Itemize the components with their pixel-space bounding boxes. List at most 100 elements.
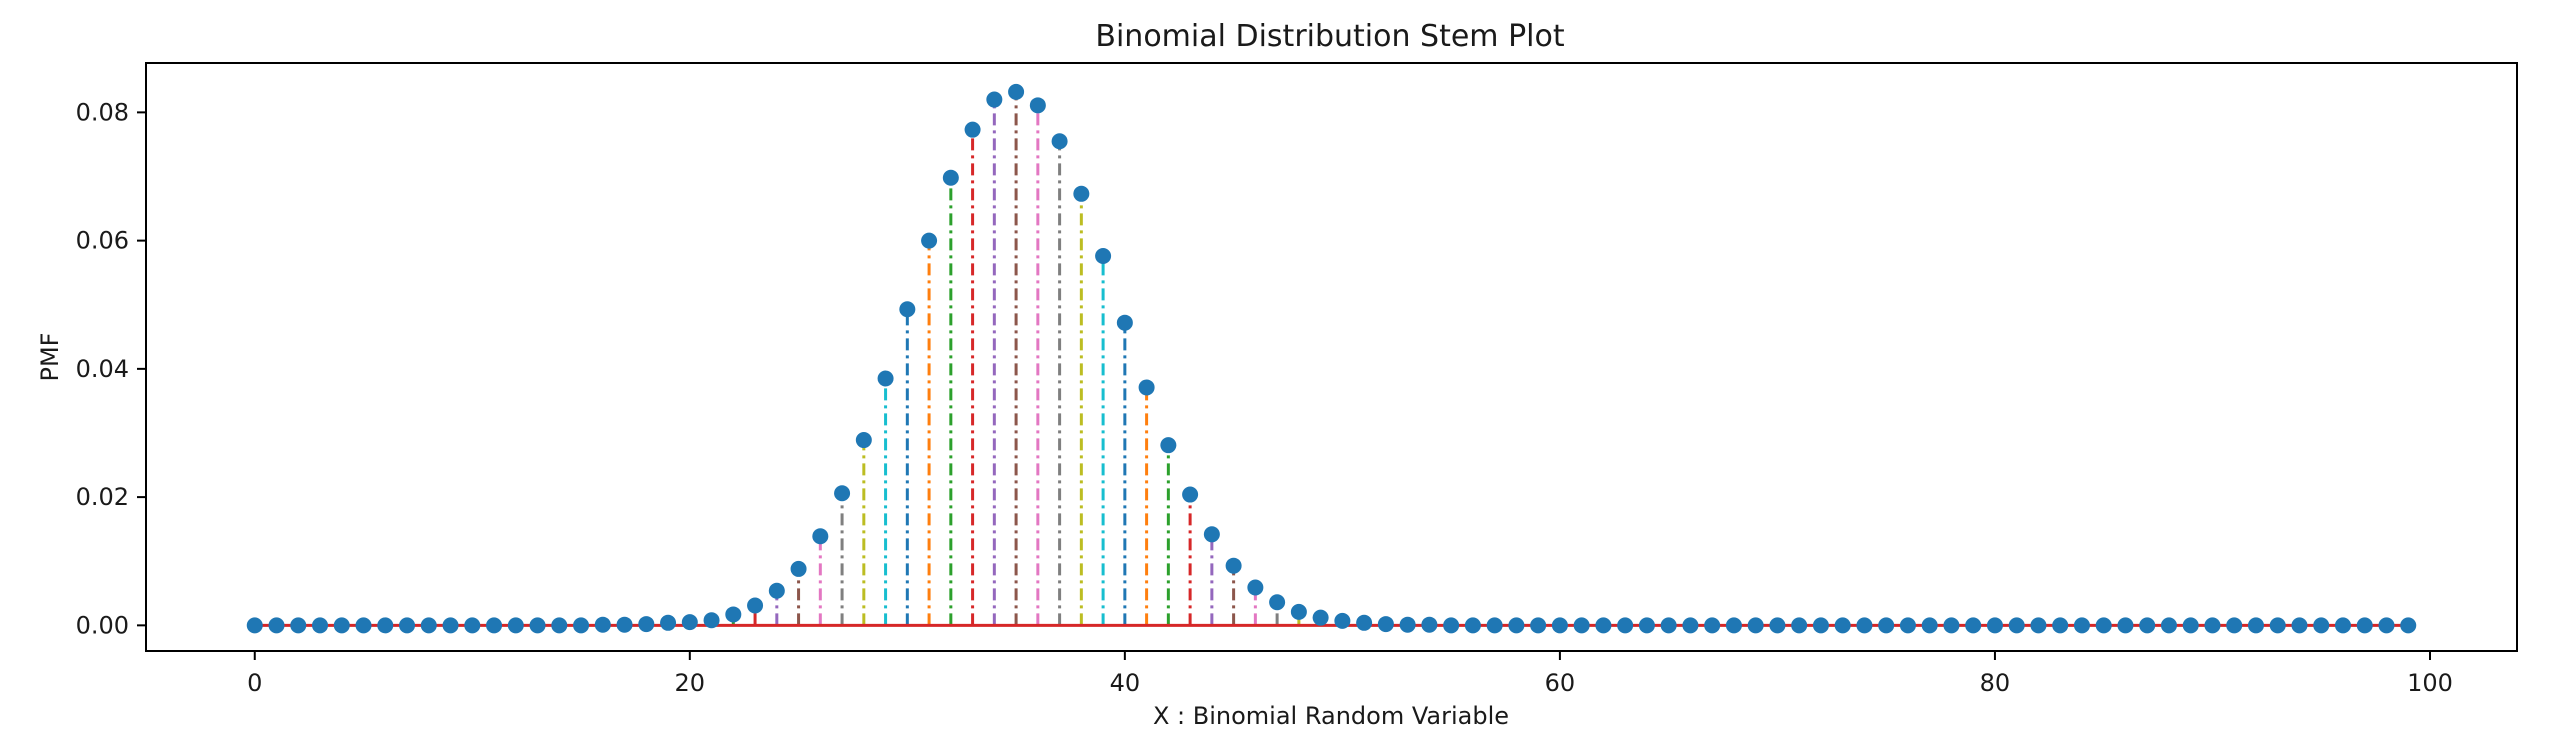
data-point [2052, 617, 2069, 634]
data-point [921, 232, 938, 249]
data-point [2334, 617, 2351, 634]
data-point [747, 597, 764, 614]
data-point [1595, 617, 1612, 634]
data-point [1747, 617, 1764, 634]
data-point [638, 616, 655, 633]
data-point [1856, 617, 1873, 634]
data-point [1921, 617, 1938, 634]
data-point [2117, 617, 2134, 634]
axes-frame [145, 62, 2518, 652]
data-point [1508, 617, 1525, 634]
data-point [1551, 617, 1568, 634]
data-point [290, 617, 307, 634]
data-point [2247, 617, 2264, 634]
data-point [1530, 617, 1547, 634]
chart-title: Binomial Distribution Stem Plot [1095, 19, 1564, 54]
data-point [1421, 616, 1438, 633]
data-point [246, 617, 263, 634]
data-point [986, 91, 1003, 108]
data-point [2204, 617, 2221, 634]
data-point [1356, 614, 1373, 631]
data-point [1965, 617, 1982, 634]
y-axis-title: PMF [36, 333, 64, 382]
data-point [2182, 617, 2199, 634]
x-tick-label: 0 [247, 669, 262, 697]
x-tick-label: 20 [675, 669, 706, 697]
data-point [1812, 617, 1829, 634]
data-point [1073, 185, 1090, 202]
data-point [1443, 617, 1460, 634]
data-point [529, 617, 546, 634]
data-point [268, 617, 285, 634]
data-point [1290, 603, 1307, 620]
data-point [877, 370, 894, 387]
data-point [812, 528, 829, 545]
data-point [333, 617, 350, 634]
data-point [790, 560, 807, 577]
data-point [660, 614, 677, 631]
data-point [1638, 617, 1655, 634]
data-point [681, 614, 698, 631]
data-point [1182, 486, 1199, 503]
data-point [703, 612, 720, 629]
data-point [573, 617, 590, 634]
data-point [312, 617, 329, 634]
y-tick-label: 0.02 [76, 483, 129, 511]
data-point [1682, 617, 1699, 634]
data-point [486, 617, 503, 634]
data-point [1486, 617, 1503, 634]
data-point [1029, 97, 1046, 114]
data-point [1943, 617, 1960, 634]
y-tick-label: 0.08 [76, 98, 129, 126]
data-point [1660, 617, 1677, 634]
data-point [594, 616, 611, 633]
data-point [1704, 617, 1721, 634]
data-point [1312, 609, 1329, 626]
data-point [442, 617, 459, 634]
y-tick-label: 0.00 [76, 611, 129, 639]
data-point [1160, 437, 1177, 454]
data-point [2160, 617, 2177, 634]
data-point [1116, 314, 1133, 331]
data-point [1986, 617, 2003, 634]
data-point [507, 617, 524, 634]
data-point [964, 121, 981, 138]
x-axis-title: X : Binomial Random Variable [1153, 702, 1509, 730]
data-point [1334, 612, 1351, 629]
data-point [2378, 617, 2395, 634]
data-point [1573, 617, 1590, 634]
plot-area [246, 83, 2417, 634]
data-point [1008, 83, 1025, 100]
data-point [1203, 526, 1220, 543]
data-point [899, 301, 916, 318]
data-point [1051, 133, 1068, 150]
data-point [2226, 617, 2243, 634]
data-point [1725, 617, 1742, 634]
x-tick-label: 100 [2407, 669, 2453, 697]
x-tick-label: 40 [1110, 669, 1141, 697]
data-point [551, 617, 568, 634]
x-tick-label: 60 [1545, 669, 1576, 697]
y-tick-label: 0.04 [76, 355, 129, 383]
x-axis-ticks: 0 20 40 60 80 100 [247, 651, 2453, 697]
data-point [1377, 616, 1394, 633]
data-point [355, 617, 372, 634]
data-point [725, 606, 742, 623]
data-point [1399, 616, 1416, 633]
x-tick-label: 80 [1980, 669, 2011, 697]
data-point [1464, 617, 1481, 634]
data-point [1791, 617, 1808, 634]
data-point [1269, 594, 1286, 611]
data-point [834, 485, 851, 502]
data-point [2269, 617, 2286, 634]
data-point [616, 616, 633, 633]
data-point [2400, 617, 2417, 634]
data-point [1095, 248, 1112, 265]
data-point [2313, 617, 2330, 634]
data-point [2008, 617, 2025, 634]
data-point [1769, 617, 1786, 634]
data-point [1617, 617, 1634, 634]
data-point [399, 617, 416, 634]
data-point [855, 432, 872, 449]
